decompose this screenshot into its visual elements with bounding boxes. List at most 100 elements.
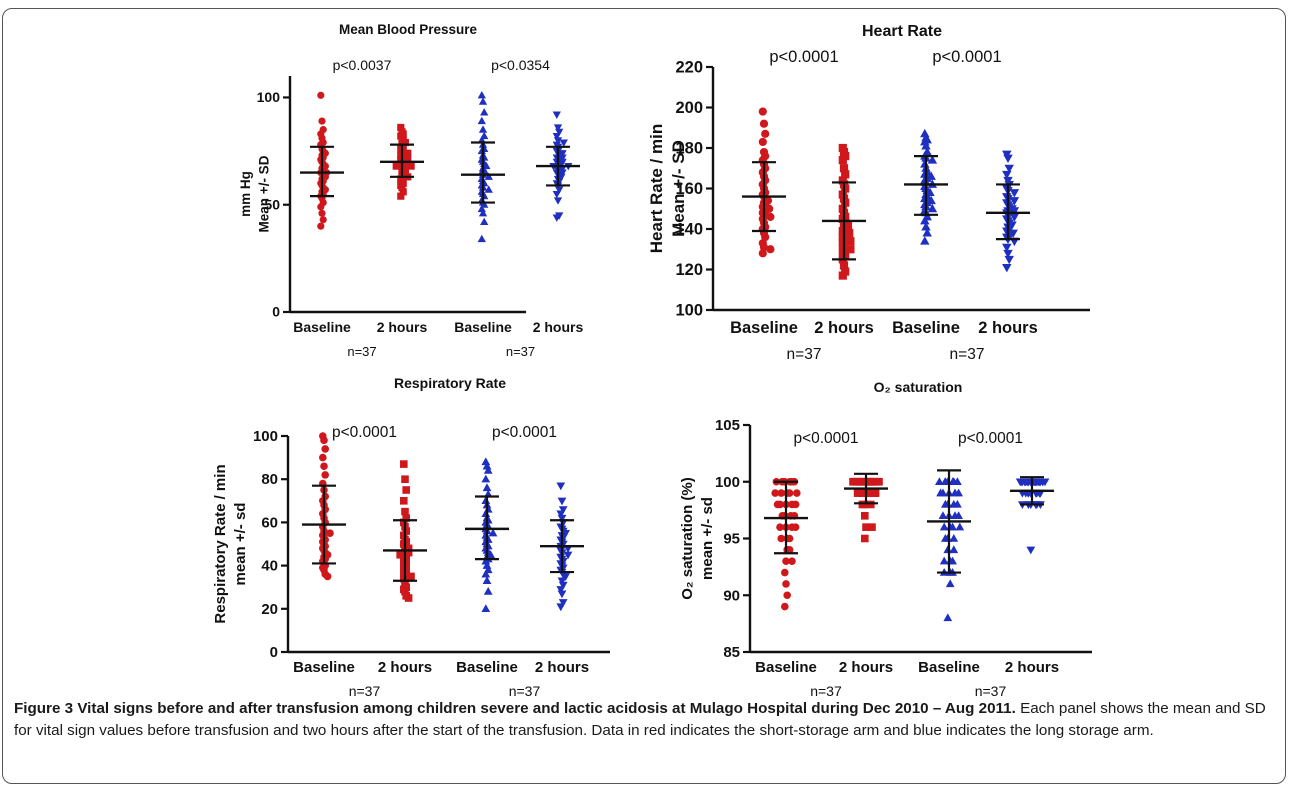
- data-point: [481, 604, 491, 613]
- data-point: [481, 474, 491, 483]
- y-axis-label: Mean +/- SD: [257, 155, 272, 232]
- data-point: [318, 209, 326, 217]
- data-point: [853, 489, 862, 497]
- data-point: [839, 164, 849, 173]
- data-point: [782, 580, 790, 588]
- x-tick-label: Baseline: [892, 319, 960, 337]
- y-tick-label: 120: [675, 261, 703, 279]
- data-point: [320, 462, 328, 471]
- data-point: [558, 169, 567, 177]
- data-point: [948, 477, 958, 485]
- x-tick-label: 2 hours: [533, 319, 584, 335]
- data-point: [404, 149, 412, 157]
- data-point: [921, 222, 931, 231]
- data-point: [1009, 197, 1020, 206]
- y-axis-label: mm Hg: [238, 171, 253, 217]
- data-point: [766, 245, 775, 254]
- p-value-label: p<0.0354: [491, 57, 550, 73]
- data-point: [862, 523, 870, 531]
- data-point: [936, 488, 945, 497]
- data-point: [758, 137, 767, 147]
- data-point: [758, 107, 767, 116]
- data-point: [1004, 255, 1014, 265]
- data-point: [781, 568, 789, 577]
- data-point: [326, 529, 334, 537]
- group-label: n=37: [810, 683, 842, 699]
- data-point: [553, 137, 563, 145]
- y-tick-label: 100: [675, 302, 703, 320]
- data-point: [945, 579, 955, 588]
- data-point: [484, 172, 493, 180]
- data-point: [948, 522, 957, 531]
- data-point: [785, 489, 794, 497]
- y-axis-label: Respiratory Rate / min: [212, 464, 229, 623]
- data-point: [478, 208, 488, 217]
- data-point: [875, 477, 883, 486]
- series-2: [380, 123, 424, 200]
- x-tick-label: Baseline: [293, 319, 351, 335]
- p-value-label: p<0.0001: [932, 48, 1001, 66]
- data-point: [400, 518, 408, 527]
- data-point: [776, 523, 784, 531]
- data-point: [480, 108, 489, 116]
- data-point: [1009, 207, 1020, 216]
- x-tick-label: Baseline: [730, 319, 798, 337]
- data-point: [477, 90, 486, 99]
- data-point: [484, 185, 493, 193]
- data-point: [401, 587, 409, 596]
- data-point: [867, 500, 875, 509]
- data-point: [321, 471, 330, 479]
- x-tick-label: Baseline: [293, 659, 355, 676]
- data-point: [561, 573, 570, 581]
- data-point: [1002, 170, 1012, 180]
- series-2: [383, 460, 427, 602]
- data-point: [478, 125, 488, 133]
- y-tick-label: 80: [261, 471, 278, 488]
- data-point: [935, 477, 944, 485]
- data-point: [954, 488, 963, 497]
- x-tick-label: 2 hours: [839, 659, 893, 676]
- p-value-label: p<0.0037: [333, 57, 392, 73]
- data-point: [483, 466, 493, 474]
- data-point: [556, 510, 566, 519]
- data-point: [553, 197, 563, 205]
- chart-panel-4: O₂ saturation O₂ saturation (%) mean +/- s…: [679, 379, 1092, 699]
- group-label: n=37: [975, 683, 1007, 699]
- data-point: [841, 170, 850, 179]
- data-point: [477, 116, 486, 125]
- y-tick-label: 180: [675, 140, 703, 158]
- data-point: [559, 139, 568, 147]
- data-point: [477, 204, 486, 213]
- data-point: [558, 150, 567, 158]
- data-point: [401, 475, 409, 483]
- y-axis-label: Mean +/- SD: [669, 140, 688, 237]
- data-point: [407, 162, 415, 170]
- caption-text: Each panel shows the mean and SD for vit…: [14, 700, 1266, 739]
- data-point: [1003, 154, 1013, 164]
- data-point: [558, 506, 568, 514]
- x-tick-label: 2 hours: [378, 659, 432, 676]
- data-point: [557, 577, 567, 586]
- data-point: [319, 453, 327, 462]
- y-axis-label: Heart Rate / min: [647, 124, 666, 253]
- data-point: [552, 214, 561, 222]
- series-4: [540, 482, 584, 612]
- data-point: [791, 523, 800, 531]
- data-point: [558, 154, 567, 162]
- data-point: [404, 548, 413, 557]
- y-tick-label: 100: [253, 428, 278, 445]
- x-tick-label: 2 hours: [978, 319, 1038, 337]
- data-point: [481, 457, 491, 466]
- data-point: [846, 245, 855, 254]
- x-tick-label: 2 hours: [814, 319, 874, 337]
- data-point: [948, 556, 957, 565]
- data-point: [552, 133, 561, 141]
- data-point: [788, 557, 796, 565]
- data-point: [483, 586, 493, 595]
- series-3: [465, 457, 509, 613]
- data-point: [482, 483, 492, 492]
- data-point: [398, 183, 406, 192]
- data-point: [482, 461, 492, 470]
- p-value-label: p<0.0001: [958, 430, 1023, 447]
- data-point: [488, 528, 498, 537]
